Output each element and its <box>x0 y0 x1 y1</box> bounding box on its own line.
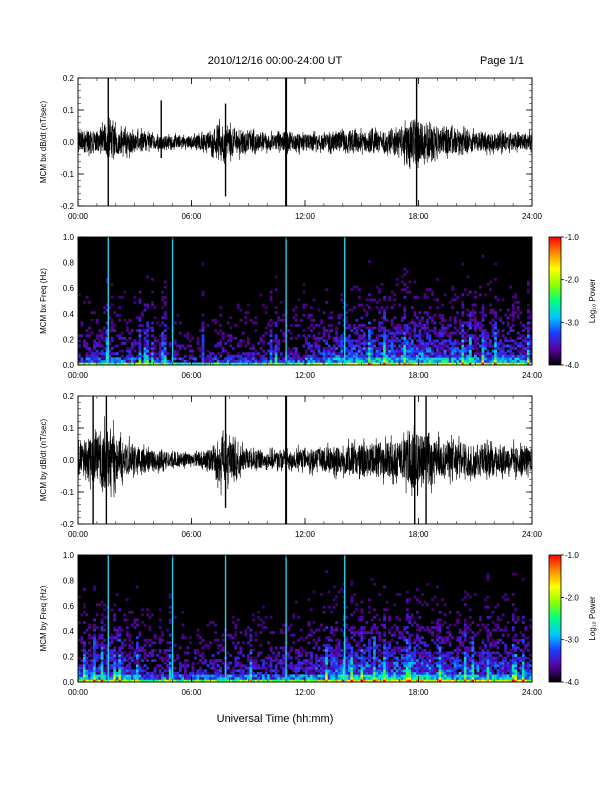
figure-title: 2010/12/16 00:00-24:00 UT <box>208 55 343 67</box>
x-tick-label: 24:00 <box>522 688 543 697</box>
y-tick-label: 0.2 <box>63 392 75 401</box>
y-axis-label: MCM by dB/dt (nT/sec) <box>39 419 48 502</box>
x-tick-label: 12:00 <box>295 688 316 697</box>
x-tick-label: 12:00 <box>295 530 316 539</box>
colorbar-tick-label: -2.0 <box>565 276 579 285</box>
colorbar-tick-label: -1.0 <box>565 551 579 560</box>
colorbar-tick-label: -2.0 <box>565 593 579 602</box>
x-tick-label: 00:00 <box>68 371 89 380</box>
y-tick-label: -0.1 <box>60 488 74 497</box>
y-tick-label: 0.4 <box>63 310 75 319</box>
y-tick-label: 0.0 <box>63 678 75 687</box>
page-indicator: Page 1/1 <box>480 55 524 67</box>
x-tick-label: 00:00 <box>68 212 89 221</box>
y-tick-label: 0.1 <box>63 424 75 433</box>
colorbar-label: Log₁₀ Power <box>588 596 597 641</box>
x-tick-label: 12:00 <box>295 371 316 380</box>
y-tick-label: 0.6 <box>63 284 75 293</box>
y-tick-label: 1.0 <box>63 233 75 242</box>
panel1: 0.2 0.1 0.0 -0.1 -0.200:00 06:00 12:00 18:00 24:… <box>39 74 543 221</box>
x-tick-label: 00:00 <box>68 530 89 539</box>
y-tick-label: 0.2 <box>63 74 75 83</box>
x-tick-label: 06:00 <box>181 530 202 539</box>
x-tick-label: 12:00 <box>295 212 316 221</box>
colorbar-tick-label: -4.0 <box>565 361 579 370</box>
y-tick-label: 0.1 <box>63 106 75 115</box>
y-tick-label: 0.4 <box>63 627 75 636</box>
x-tick-label: 18:00 <box>408 212 429 221</box>
signal-trace <box>78 416 532 501</box>
x-tick-label: 18:00 <box>408 530 429 539</box>
x-tick-label: 24:00 <box>522 371 543 380</box>
panel4: -1.0 -2.0 -3.0 -4.0 Log₁₀ Power 1.0 0.8 0.6 0.4 0… <box>39 551 597 697</box>
y-tick-label: 0.8 <box>63 259 75 268</box>
colorbar-tick-label: -3.0 <box>565 636 579 645</box>
colorbar-tick-label: -3.0 <box>565 318 579 327</box>
colorbar-tick-label: -1.0 <box>565 233 579 242</box>
x-tick-label: 24:00 <box>522 212 543 221</box>
x-tick-label: 18:00 <box>408 688 429 697</box>
y-tick-label: -0.1 <box>60 170 74 179</box>
x-tick-label: 06:00 <box>181 212 202 221</box>
y-axis-label: MCM bx Freq (Hz) <box>39 268 48 334</box>
y-tick-label: 1.0 <box>63 551 75 560</box>
x-tick-label: 18:00 <box>408 371 429 380</box>
y-tick-label: 0.6 <box>63 602 75 611</box>
colorbar-label: Log₁₀ Power <box>588 279 597 324</box>
y-tick-label: 0.0 <box>63 361 75 370</box>
y-tick-label: -0.2 <box>60 520 74 529</box>
x-axis-label: Universal Time (hh:mm) <box>217 713 334 725</box>
y-tick-label: 0.2 <box>63 653 75 662</box>
y-tick-label: 0.2 <box>63 335 75 344</box>
colorbar: -1.0 -2.0 -3.0 -4.0 Log₁₀ Power <box>548 551 597 687</box>
signal-trace <box>78 117 532 170</box>
spectrogram-cells <box>78 570 533 683</box>
y-axis-label: MCM bx dB/dt (nT/sec) <box>39 101 48 184</box>
y-tick-label: 0.0 <box>63 456 75 465</box>
y-axis-label: MCM by Freq (Hz) <box>39 585 48 651</box>
x-tick-label: 00:00 <box>68 688 89 697</box>
y-tick-label: 0.8 <box>63 576 75 585</box>
panel3: 0.2 0.1 0.0 -0.1 -0.200:00 06:00 12:00 18:00 24:… <box>39 392 543 539</box>
x-tick-label: 24:00 <box>522 530 543 539</box>
colorbar: -1.0 -2.0 -3.0 -4.0 Log₁₀ Power <box>548 233 597 370</box>
y-tick-label: -0.2 <box>60 202 74 211</box>
x-tick-label: 06:00 <box>181 371 202 380</box>
y-tick-label: 0.0 <box>63 138 75 147</box>
panel2: -1.0 -2.0 -3.0 -4.0 Log₁₀ Power 1.0 0.8 0.6 0.4 0… <box>39 233 597 380</box>
colorbar-tick-label: -4.0 <box>565 678 579 687</box>
x-tick-label: 06:00 <box>181 688 202 697</box>
